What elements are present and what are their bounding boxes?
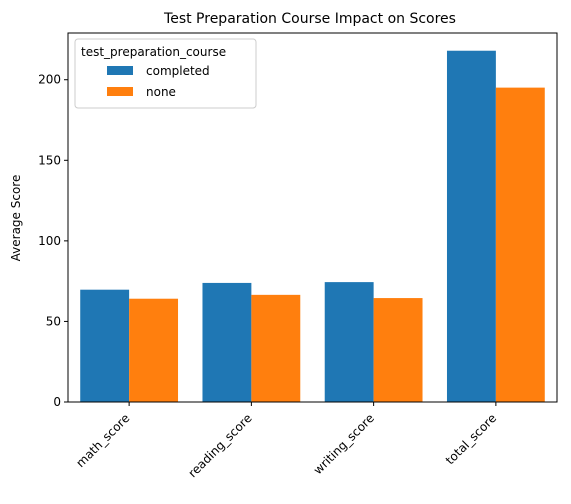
bar-completed-writing_score	[324, 282, 374, 402]
x-axis-ticks: math_score reading_score writing_score tota…	[73, 402, 499, 480]
y-tick-label: 150	[38, 153, 61, 167]
y-tick-label: 0	[53, 395, 61, 409]
y-axis-ticks: 0 50 100 150 200	[38, 73, 68, 409]
bar-none-reading_score	[251, 294, 301, 402]
chart-title: Test Preparation Course Impact on Scores	[163, 11, 456, 27]
x-tick-label: writing_score	[311, 411, 377, 477]
x-tick-label: reading_score	[185, 411, 254, 480]
y-tick-label: 200	[38, 73, 61, 87]
axes-frame	[67, 32, 558, 403]
bar-none-total_score	[495, 87, 545, 403]
y-tick-label: 50	[46, 314, 61, 328]
legend-title: test_preparation_course	[81, 45, 226, 59]
x-tick-label: math_score	[73, 411, 132, 470]
x-tick-label: total_score	[443, 411, 499, 467]
legend: test_preparation_course completed none	[74, 38, 257, 109]
y-tick-label: 100	[38, 234, 61, 248]
y-axis-label: Average Score	[9, 175, 23, 262]
legend-swatch-completed	[107, 66, 133, 75]
bar-completed-total_score	[446, 50, 496, 403]
plot-area-border	[67, 32, 558, 403]
legend-label-completed: completed	[146, 64, 210, 78]
legend-label-none: none	[146, 85, 176, 99]
bars-layer	[80, 50, 545, 403]
bar-none-math_score	[129, 298, 179, 402]
bar-none-writing_score	[373, 298, 423, 402]
bar-completed-math_score	[80, 289, 130, 402]
bar-completed-reading_score	[202, 282, 252, 402]
legend-swatch-none	[107, 87, 133, 96]
